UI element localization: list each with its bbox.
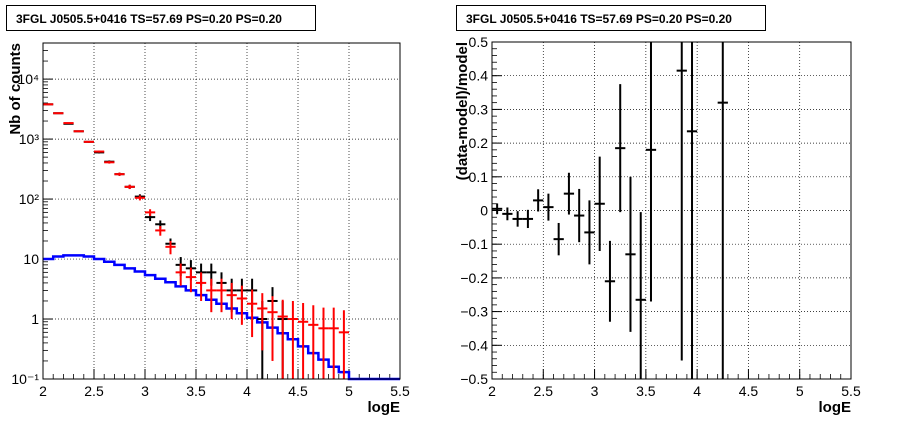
y-tick-label: 10²: [19, 191, 40, 207]
counts-panel: 2 2.5 3 3.5 4 4.5 5 5.5 10⁻¹ 1 10 10² 10³ 10⁴ logE Nb o…: [7, 42, 410, 416]
x-tick-label: 4.5: [739, 383, 759, 399]
data-point: [492, 203, 503, 215]
x-tick-label: 4.5: [288, 383, 308, 399]
y-tick-label: 0: [480, 203, 488, 219]
data-point: [196, 272, 207, 301]
y-tick-label: 0.3: [469, 101, 489, 117]
data-point: [717, 42, 728, 379]
y-tick-label: 10³: [19, 131, 40, 147]
x-tick-label: 3: [591, 383, 599, 399]
data-point: [277, 299, 288, 379]
x-tick-label: 2: [488, 383, 496, 399]
data-point: [318, 307, 329, 379]
data-point: [298, 302, 309, 379]
x-tick-label: 2: [39, 383, 47, 399]
data-point: [43, 103, 54, 106]
data-point: [134, 195, 145, 201]
y-tick-label: 10⁴: [17, 71, 39, 87]
data-point: [287, 300, 298, 379]
data-point: [533, 189, 544, 212]
data-point: [63, 122, 74, 125]
plot-frame: [491, 41, 852, 380]
x-tick-label: 5.5: [390, 383, 410, 399]
x-tick-label: 3.5: [186, 383, 206, 399]
data-point: [584, 200, 595, 265]
data-point: [206, 278, 217, 313]
data-point: [165, 240, 176, 255]
series-1: [43, 103, 288, 379]
data-point: [94, 150, 105, 153]
y-tick-label: 10⁻¹: [11, 371, 39, 387]
x-tick-label: 2.5: [534, 383, 554, 399]
y-tick-label: 0.2: [469, 135, 489, 151]
x-tick-label: 3.5: [636, 383, 656, 399]
data-point: [645, 42, 657, 302]
data-point: [512, 211, 523, 227]
y-tick-label: 1: [31, 311, 39, 327]
data-point: [257, 293, 268, 351]
data-point: [114, 172, 125, 176]
y-axis-label: Nb of counts: [7, 43, 24, 135]
data-point: [625, 176, 636, 332]
data-point: [635, 212, 646, 379]
y-tick-label: −0.3: [460, 304, 488, 320]
x-tick-label: 5: [796, 383, 804, 399]
x-tick-label: 2.5: [84, 383, 104, 399]
y-tick-label: 0.1: [469, 169, 489, 185]
data-point: [686, 42, 698, 379]
data-point: [226, 282, 237, 320]
series-0: [43, 254, 400, 381]
data-point: [73, 130, 84, 133]
right-plot-title: 3FGL J0505.5+0416 TS=57.69 PS=0.20 PS=0.…: [456, 5, 766, 31]
x-axis-label: logE: [819, 399, 852, 416]
data-point: [308, 305, 319, 379]
x-tick-label: 5: [345, 383, 353, 399]
y-tick-label: 0.4: [469, 68, 489, 84]
data-point: [185, 267, 196, 293]
series-0: [492, 42, 728, 379]
data-point: [604, 240, 616, 322]
data-point: [328, 307, 339, 379]
data-point: [216, 278, 227, 313]
x-tick-label: 4: [243, 383, 251, 399]
data-point: [236, 285, 247, 325]
data-point: [267, 296, 278, 361]
data-point: [615, 84, 626, 213]
data-point: [155, 226, 166, 236]
data-point: [522, 209, 534, 229]
data-point: [175, 263, 186, 286]
data-point: [563, 172, 575, 215]
data-point: [543, 193, 554, 221]
data-point: [676, 42, 687, 361]
data-point: [124, 184, 135, 190]
data-point: [145, 209, 156, 216]
data-point: [83, 140, 94, 143]
x-tick-label: 4: [693, 383, 701, 399]
left-plot-title: 3FGL J0505.5+0416 TS=57.69 PS=0.20 PS=0.…: [6, 5, 316, 31]
data-point: [104, 161, 115, 164]
y-axis-label: (data-model)/model: [454, 42, 471, 180]
y-tick-label: −0.4: [460, 337, 488, 353]
data-point: [502, 207, 513, 221]
series-2: [43, 103, 349, 379]
y-tick-label: 0.5: [469, 34, 489, 50]
plot-frame: [42, 42, 401, 380]
data-point: [338, 310, 349, 379]
data-point: [247, 289, 258, 338]
data-point: [574, 188, 585, 243]
x-axis-label: logE: [368, 399, 401, 416]
residuals-panel: 2 2.5 3 3.5 4 4.5 5 5.5 −0.5 −0.4 −0.3 −0.2 −0.1 0 0.1…: [454, 34, 861, 416]
y-tick-label: −0.5: [460, 371, 488, 387]
y-tick-label: −0.1: [460, 236, 488, 252]
x-tick-label: 5.5: [841, 383, 861, 399]
data-point: [594, 156, 605, 251]
x-tick-label: 3: [141, 383, 149, 399]
model-histogram-line: [43, 254, 400, 381]
y-tick-label: −0.2: [460, 270, 488, 286]
data-point: [553, 222, 564, 256]
y-tick-label: 10: [23, 251, 39, 267]
data-point: [53, 112, 64, 115]
